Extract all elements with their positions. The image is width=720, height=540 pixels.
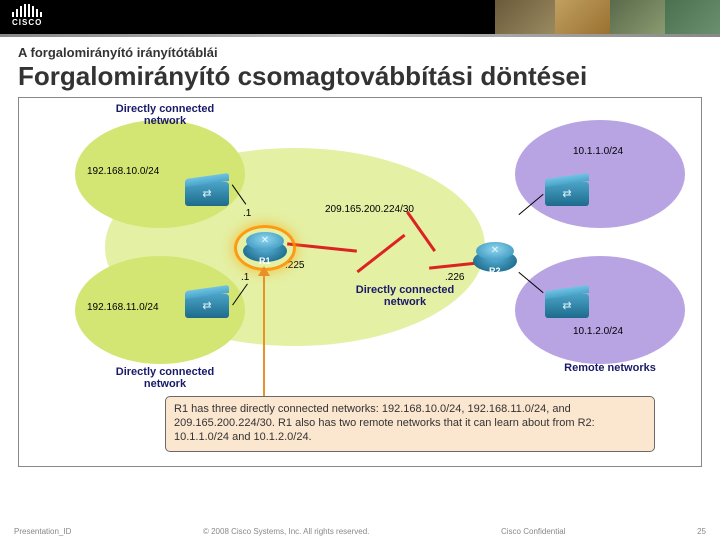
label-dcn-top: Directly connected network <box>115 103 215 127</box>
cisco-logo: CISCO <box>12 4 42 27</box>
addr-n2: 192.168.11.0/24 <box>87 302 159 313</box>
switch-1 <box>185 182 229 206</box>
label-dcn-mid: Directly connected network <box>345 284 465 308</box>
intf-r2-l: .226 <box>445 272 464 283</box>
caption-arrow-stem <box>263 276 265 396</box>
router-r1: R1 <box>243 232 287 262</box>
router-r1-label: R1 <box>259 256 271 266</box>
label-remote: Remote networks <box>545 362 675 374</box>
slide-pretitle: A forgalomirányító irányítótáblái <box>18 45 720 60</box>
addr-n3: 10.1.1.0/24 <box>573 146 623 157</box>
intf-r1-dn: .1 <box>241 272 249 283</box>
network-diagram: Directly connected network Directly conn… <box>18 97 702 467</box>
footer-center: © 2008 Cisco Systems, Inc. All rights re… <box>203 527 369 536</box>
addr-n1: 192.168.10.0/24 <box>87 166 159 177</box>
caption-arrow-head <box>258 266 270 276</box>
switch-4 <box>545 294 589 318</box>
router-r2-label: R2 <box>489 266 501 276</box>
logo-bars <box>12 4 42 17</box>
intf-r1-up: .1 <box>243 208 251 219</box>
addr-n4: 10.1.2.0/24 <box>573 326 623 337</box>
footer-page: 25 <box>697 527 706 536</box>
intf-r1-r: .225 <box>285 260 304 271</box>
label-dcn-bot: Directly connected network <box>105 366 225 390</box>
footer: Presentation_ID © 2008 Cisco Systems, In… <box>0 527 720 536</box>
oval-net4 <box>515 256 685 364</box>
addr-link: 209.165.200.224/30 <box>325 204 414 215</box>
photo-strip <box>495 0 720 34</box>
switch-3 <box>545 182 589 206</box>
diagram-inner: Directly connected network Directly conn… <box>25 104 695 460</box>
footer-right: Cisco Confidential <box>501 527 565 536</box>
footer-left: Presentation_ID <box>14 527 71 536</box>
logo-text: CISCO <box>12 18 42 27</box>
banner: CISCO <box>0 0 720 34</box>
oval-net3 <box>515 120 685 228</box>
switch-2 <box>185 294 229 318</box>
caption-box: R1 has three directly connected networks… <box>165 396 655 451</box>
banner-accent <box>0 34 720 37</box>
router-r2: R2 <box>473 242 517 272</box>
slide-title: Forgalomirányító csomagtovábbítási dönté… <box>18 62 702 91</box>
